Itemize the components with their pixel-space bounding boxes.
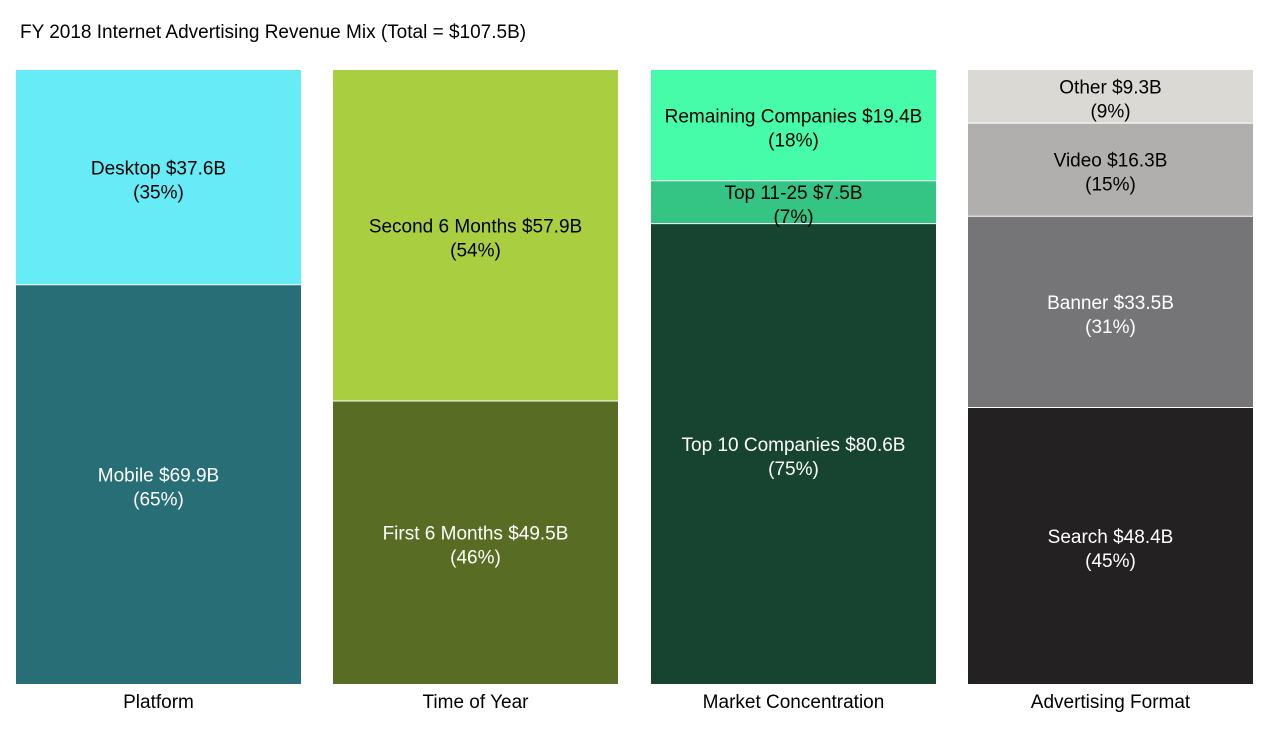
segment-label-other: Other $9.3B	[1059, 78, 1161, 99]
category-label: Time of Year	[423, 692, 530, 713]
category-label: Market Concentration	[703, 692, 885, 713]
category-label: Advertising Format	[1031, 692, 1191, 713]
segment-percent-desktop: (35%)	[133, 182, 184, 203]
segment-percent-second-6-months: (54%)	[450, 241, 501, 262]
segment-percent-banner: (31%)	[1085, 317, 1136, 338]
segment-percent-remaining-companies: (18%)	[768, 130, 819, 151]
segment-percent-other: (9%)	[1090, 102, 1130, 123]
category-label: Platform	[123, 692, 194, 713]
segment-percent-top-11-25: (7%)	[773, 207, 813, 228]
segment-label-first-6-months: First 6 Months $49.5B	[383, 524, 569, 545]
segment-banner	[968, 216, 1253, 408]
segment-desktop	[16, 70, 301, 285]
segment-video	[968, 123, 1253, 217]
segment-mobile	[16, 284, 301, 684]
segment-label-desktop: Desktop $37.6B	[91, 158, 226, 179]
segment-percent-video: (15%)	[1085, 175, 1136, 196]
segment-label-remaining-companies: Remaining Companies $19.4B	[665, 106, 923, 127]
column-advertising-format: Search $48.4B (45%) Banner $33.5B (31%) Vide…	[968, 70, 1253, 713]
column-time-of-year: First 6 Months $49.5B (46%) Second 6 Month…	[333, 70, 618, 713]
segment-remaining-companies	[651, 70, 936, 181]
segment-label-top-11-25: Top 11-25 $7.5B	[724, 183, 862, 204]
segment-label-mobile: Mobile $69.9B	[98, 465, 219, 486]
segment-second-6-months	[333, 70, 618, 402]
segment-label-search: Search $48.4B	[1048, 527, 1174, 548]
segment-label-banner: Banner $33.5B	[1047, 293, 1174, 314]
segment-label-top-10-companies: Top 10 Companies $80.6B	[682, 435, 906, 456]
column-platform: Mobile $69.9B (65%) Desktop $37.6B (35%) Pla…	[16, 70, 301, 713]
segment-top-10-companies	[651, 223, 936, 684]
segment-percent-first-6-months: (46%)	[450, 548, 501, 569]
column-market-concentration: Top 10 Companies $80.6B (75%) Top 11-25 $7…	[651, 70, 936, 713]
segment-percent-mobile: (65%)	[133, 489, 184, 510]
chart-title: FY 2018 Internet Advertising Revenue Mix…	[20, 22, 527, 43]
segment-search	[968, 407, 1253, 684]
segment-percent-search: (45%)	[1085, 551, 1136, 572]
segment-percent-top-10-companies: (75%)	[768, 459, 819, 480]
segment-label-video: Video $16.3B	[1054, 151, 1168, 172]
segment-top-11-25	[651, 180, 936, 224]
segment-label-second-6-months: Second 6 Months $57.9B	[369, 217, 582, 238]
segment-first-6-months	[333, 401, 618, 684]
segment-other	[968, 70, 1253, 124]
